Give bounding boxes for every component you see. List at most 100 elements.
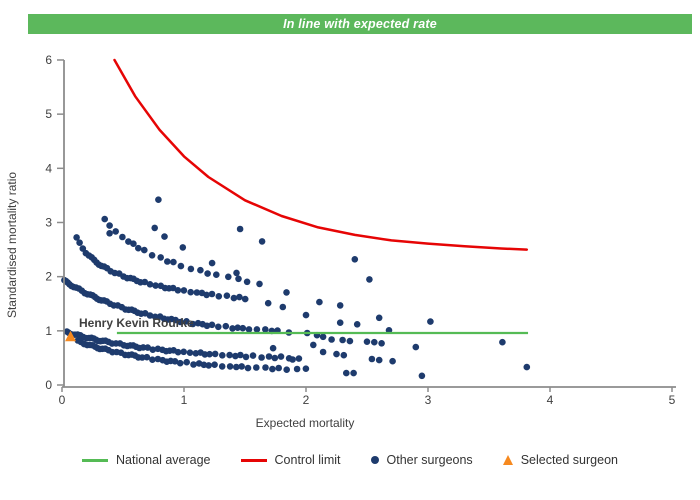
other-surgeon-dot[interactable] — [368, 355, 376, 363]
other-surgeon-dot[interactable] — [183, 318, 190, 325]
other-surgeon-dot[interactable] — [262, 326, 269, 333]
other-surgeon-dot[interactable] — [170, 258, 177, 266]
other-surgeon-dot[interactable] — [112, 228, 119, 235]
other-surgeon-dot[interactable] — [130, 240, 137, 247]
other-surgeon-dot[interactable] — [256, 280, 263, 288]
other-surgeon-dot[interactable] — [244, 364, 252, 372]
other-surgeon-dot[interactable] — [149, 356, 156, 364]
other-surgeon-dot[interactable] — [138, 354, 146, 361]
other-surgeon-dot[interactable] — [236, 225, 244, 233]
other-surgeon-dot[interactable] — [427, 318, 434, 325]
other-surgeon-dot[interactable] — [243, 278, 251, 286]
other-surgeon-dot[interactable] — [293, 365, 301, 373]
other-surgeon-dot[interactable] — [283, 366, 291, 374]
other-surgeon-dot[interactable] — [201, 351, 209, 358]
other-surgeon-dot[interactable] — [205, 362, 212, 369]
other-surgeon-dot[interactable] — [339, 336, 346, 344]
other-surgeon-dot[interactable] — [232, 352, 239, 360]
other-surgeon-dot[interactable] — [218, 363, 226, 370]
other-surgeon-dot[interactable] — [200, 361, 208, 369]
other-surgeon-dot[interactable] — [222, 322, 230, 330]
other-surgeon-dot[interactable] — [125, 238, 132, 245]
other-surgeon-dot[interactable] — [177, 318, 184, 326]
other-surgeon-dot[interactable] — [316, 298, 323, 306]
other-surgeon-dot[interactable] — [265, 353, 273, 360]
other-surgeon-dot[interactable] — [523, 363, 531, 371]
legend-item-other-surgeons[interactable]: Other surgeons — [370, 453, 473, 467]
other-surgeon-dot[interactable] — [152, 282, 159, 289]
other-surgeon-dot[interactable] — [319, 348, 327, 356]
other-surgeon-dot[interactable] — [155, 196, 162, 203]
other-surgeon-dot[interactable] — [223, 292, 231, 300]
other-surgeon-dot[interactable] — [363, 338, 371, 346]
other-surgeon-dot[interactable] — [333, 350, 340, 358]
other-surgeon-dot[interactable] — [208, 290, 216, 298]
other-surgeon-dot[interactable] — [151, 313, 159, 321]
other-surgeon-dot[interactable] — [176, 359, 184, 367]
other-surgeon-dot[interactable] — [236, 293, 243, 301]
other-surgeon-dot[interactable] — [237, 351, 244, 359]
other-surgeon-dot[interactable] — [211, 350, 219, 358]
other-surgeon-dot[interactable] — [275, 364, 283, 372]
other-surgeon-dot[interactable] — [146, 312, 154, 319]
other-surgeon-dot[interactable] — [269, 365, 276, 373]
other-surgeon-dot[interactable] — [187, 265, 195, 273]
other-surgeon-dot[interactable] — [336, 319, 344, 327]
other-surgeon-dot[interactable] — [187, 288, 194, 296]
other-surgeon-dot[interactable] — [208, 259, 216, 267]
other-surgeon-dot[interactable] — [233, 363, 240, 371]
other-surgeon-dot[interactable] — [141, 246, 148, 254]
other-surgeon-dot[interactable] — [174, 348, 182, 356]
other-surgeon-dot[interactable] — [189, 320, 197, 328]
other-surgeon-dot[interactable] — [378, 340, 385, 347]
other-surgeon-dot[interactable] — [258, 238, 266, 245]
other-surgeon-dot[interactable] — [229, 325, 236, 332]
other-surgeon-dot[interactable] — [146, 281, 154, 288]
other-surgeon-dot[interactable] — [219, 352, 226, 359]
other-surgeon-dot[interactable] — [177, 262, 185, 270]
other-surgeon-dot[interactable] — [499, 338, 506, 346]
other-surgeon-dot[interactable] — [233, 269, 240, 277]
other-surgeon-dot[interactable] — [171, 358, 179, 365]
other-surgeon-dot[interactable] — [208, 321, 216, 329]
other-surgeon-dot[interactable] — [239, 324, 247, 332]
other-surgeon-dot[interactable] — [262, 364, 269, 371]
other-surgeon-dot[interactable] — [253, 326, 261, 333]
other-surgeon-dot[interactable] — [141, 278, 149, 286]
other-surgeon-dot[interactable] — [238, 363, 245, 370]
legend-item-control-limit[interactable]: Control limit — [240, 453, 341, 467]
other-surgeon-dot[interactable] — [149, 346, 157, 354]
other-surgeon-dot[interactable] — [213, 271, 220, 279]
other-surgeon-dot[interactable] — [245, 326, 253, 333]
other-surgeon-dot[interactable] — [295, 355, 303, 362]
other-surgeon-dot[interactable] — [375, 314, 383, 322]
other-surgeon-dot[interactable] — [183, 358, 190, 366]
selected-surgeon-marker[interactable] — [65, 330, 77, 342]
other-surgeon-dot[interactable] — [204, 270, 211, 277]
other-surgeon-dot[interactable] — [328, 336, 335, 343]
other-surgeon-dot[interactable] — [73, 234, 80, 241]
other-surgeon-dot[interactable] — [180, 287, 188, 294]
other-surgeon-dot[interactable] — [264, 299, 272, 307]
legend-item-selected-surgeon[interactable]: Selected surgeon — [502, 453, 618, 467]
other-surgeon-dot[interactable] — [119, 233, 126, 241]
other-surgeon-dot[interactable] — [164, 258, 171, 265]
other-surgeon-dot[interactable] — [269, 344, 277, 352]
other-surgeon-dot[interactable] — [249, 352, 257, 359]
other-surgeon-dot[interactable] — [336, 302, 344, 309]
other-surgeon-dot[interactable] — [310, 341, 317, 349]
other-surgeon-dot[interactable] — [418, 372, 426, 380]
other-surgeon-dot[interactable] — [215, 323, 222, 331]
other-surgeon-dot[interactable] — [235, 275, 242, 283]
other-surgeon-dot[interactable] — [101, 215, 108, 223]
other-surgeon-dot[interactable] — [106, 222, 113, 229]
other-surgeon-dot[interactable] — [279, 303, 287, 311]
other-surgeon-dot[interactable] — [302, 365, 310, 373]
other-surgeon-dot[interactable] — [226, 363, 234, 370]
other-surgeon-dot[interactable] — [151, 224, 158, 232]
other-surgeon-dot[interactable] — [203, 291, 210, 299]
other-surgeon-dot[interactable] — [340, 351, 348, 359]
other-surgeon-dot[interactable] — [366, 276, 373, 283]
other-surgeon-dot[interactable] — [242, 353, 250, 361]
other-surgeon-dot[interactable] — [215, 293, 223, 300]
